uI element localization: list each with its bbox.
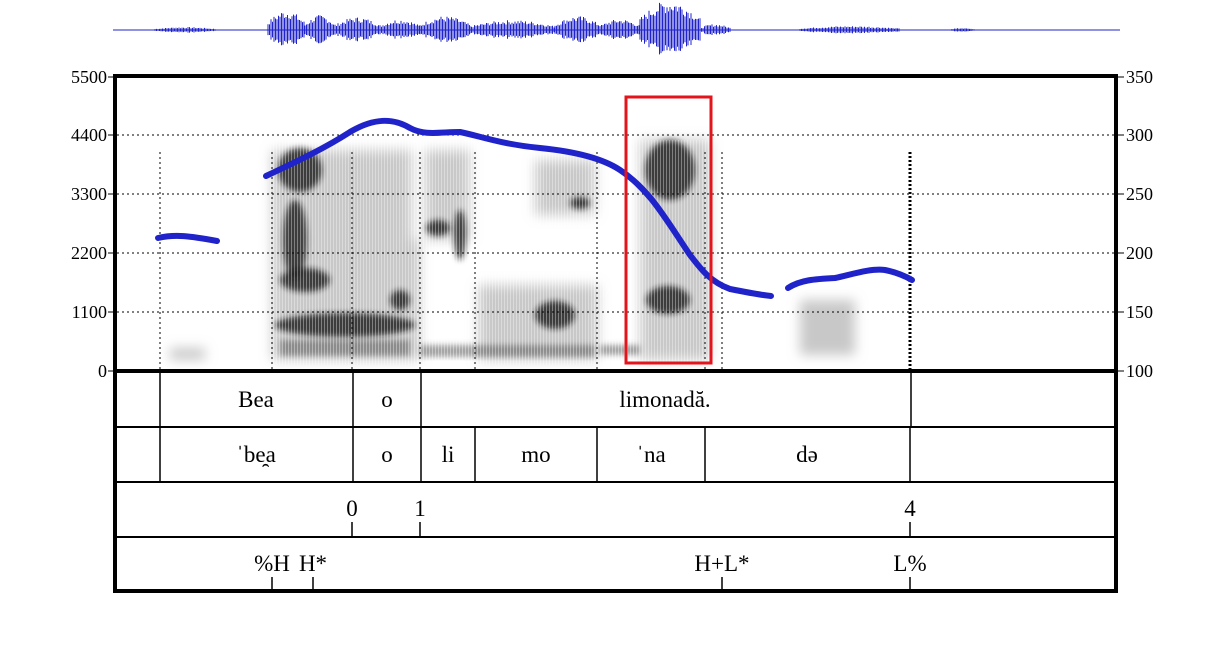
- break-index-1: 1: [414, 496, 426, 521]
- pitch-track: [155, 117, 915, 299]
- frequency-tick-label: 3300: [71, 184, 107, 204]
- syllable-label-na: ˈna: [636, 442, 665, 467]
- annotation-tiers: Bea o limonadă. ˈbe̯a o li mo ˈna: [113, 369, 1118, 593]
- tone-label-h-plus-l-star: H+L*: [694, 551, 749, 576]
- frequency-tick-label: 4400: [71, 125, 107, 145]
- pitch-tick-label: 350: [1126, 67, 1153, 87]
- frequency-tick-label: 2200: [71, 243, 107, 263]
- syllable-label-mo: mo: [521, 442, 550, 467]
- segment-boundaries: [159, 152, 723, 371]
- word-label-o: o: [381, 387, 393, 412]
- pitch-tick-label: 300: [1126, 125, 1153, 145]
- syllable-label-o: o: [381, 442, 393, 467]
- syllable-label-de: də: [796, 442, 818, 467]
- tone-label-l-percent: L%: [893, 551, 926, 576]
- word-tier: Bea o limonadă.: [159, 371, 912, 427]
- tone-tier: %H H* H+L* L%: [254, 551, 927, 591]
- frequency-tick-label: 5500: [71, 67, 107, 87]
- syllable-tier: ˈbe̯a o li mo ˈna də: [159, 427, 911, 482]
- frequency-tick-label: 0: [98, 361, 107, 381]
- pitch-tick-label: 100: [1126, 361, 1153, 381]
- word-label-bea: Bea: [238, 387, 274, 412]
- syllable-label-li: li: [442, 442, 455, 467]
- break-index-0: 0: [346, 496, 358, 521]
- waveform-trace: [154, 2, 975, 55]
- pitch-axis: 350 300 250 200 150 100: [1116, 67, 1153, 381]
- spectrogram-panel: [113, 74, 1118, 373]
- break-index-4: 4: [904, 496, 916, 521]
- highlight-box: [624, 95, 713, 365]
- syllable-label-bea: ˈbe̯a: [236, 442, 276, 467]
- tone-label-percent-h: %H: [254, 551, 290, 576]
- word-label-limonada: limonadă.: [619, 387, 710, 412]
- frequency-tick-label: 1100: [72, 302, 107, 322]
- pitch-tick-label: 150: [1126, 302, 1153, 322]
- tone-label-h-star: H*: [299, 551, 327, 576]
- pitch-tick-label: 200: [1126, 243, 1153, 263]
- frequency-gridlines: [117, 134, 1116, 313]
- break-index-tier: 0 1 4: [346, 496, 916, 537]
- pitch-tick-label: 250: [1126, 184, 1153, 204]
- waveform: [113, 2, 1120, 55]
- frequency-axis: 5500 4400 3300 2200 1100 0: [71, 67, 115, 381]
